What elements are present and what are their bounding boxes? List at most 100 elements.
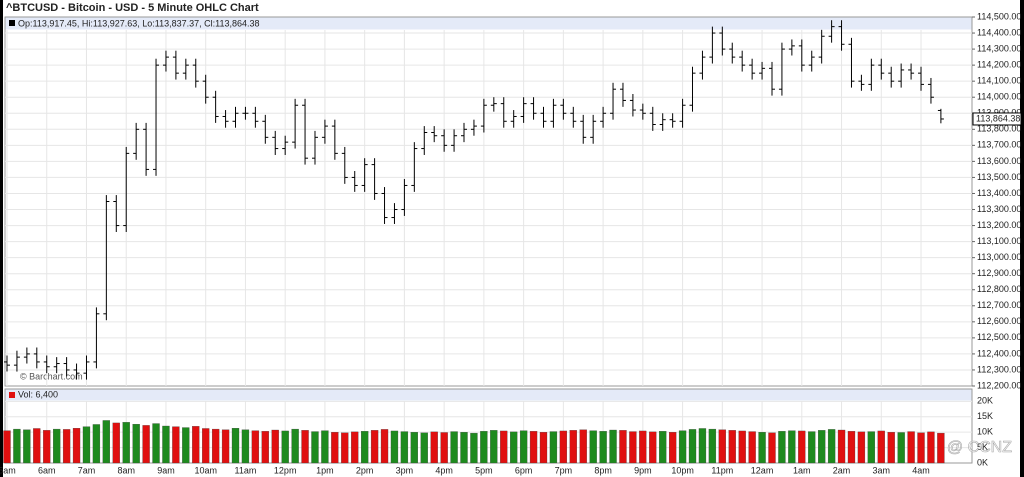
volume-bar <box>311 431 319 464</box>
volume-bar <box>847 431 856 464</box>
y2-tick-label: 20K <box>977 396 993 406</box>
x-tick-label: 8pm <box>594 465 612 475</box>
volume-bar <box>62 429 71 464</box>
volume-bar <box>331 432 339 464</box>
volume-bar <box>519 430 528 464</box>
volume-bar <box>321 430 329 464</box>
volume-bar <box>917 432 925 464</box>
watermark: © Barchart.com <box>20 371 83 381</box>
volume-bar <box>370 430 379 464</box>
y-tick-label: 112,300.00 <box>977 364 1021 374</box>
x-tick-label: 5am <box>0 465 16 475</box>
volume-bar <box>301 430 309 464</box>
volume-bar <box>808 431 816 464</box>
y2-tick-label: 0K <box>977 457 988 467</box>
volume-bar <box>271 429 279 464</box>
x-tick-label: 12pm <box>274 465 297 475</box>
x-tick-label: 7pm <box>555 465 573 475</box>
volume-bar <box>122 422 130 464</box>
volume-header-band <box>5 389 972 401</box>
volume-bar <box>937 432 945 464</box>
volume-bar <box>649 431 657 464</box>
x-tick-label: 8am <box>117 465 135 475</box>
ohlc-header: Op:113,917.45, Hi:113,927.63, Lo:113,837… <box>18 18 260 28</box>
volume-bar <box>728 430 736 464</box>
y-tick-label: 113,500.00 <box>977 172 1021 182</box>
x-tick-label: 4pm <box>435 465 453 475</box>
last-price-box <box>972 112 1022 126</box>
x-tick-label: 2pm <box>356 465 374 475</box>
x-tick-label: 4am <box>912 465 930 475</box>
y-tick-label: 113,200.00 <box>977 220 1021 230</box>
y-tick-label: 113,000.00 <box>977 252 1021 262</box>
volume-bar <box>837 429 846 464</box>
volume-bar <box>182 427 190 464</box>
volume-bar <box>897 432 905 464</box>
x-tick-label: 6am <box>38 465 56 475</box>
volume-bar <box>887 432 895 464</box>
volume-bar <box>877 430 885 464</box>
x-tick-label: 1pm <box>316 465 334 475</box>
volume-bar <box>211 428 220 464</box>
volume-bar <box>142 425 150 464</box>
volume-bar <box>539 432 548 464</box>
volume-bar <box>23 429 31 464</box>
volume-bar <box>202 428 210 464</box>
y-tick-label: 113,100.00 <box>977 236 1021 246</box>
volume-bar <box>629 431 637 464</box>
volume-bar <box>380 429 389 464</box>
y-tick-label: 114,100.00 <box>977 76 1021 86</box>
y2-tick-label: 5K <box>977 442 988 452</box>
volume-bar <box>748 431 756 464</box>
volume-bar <box>559 430 568 464</box>
y-tick-label: 113,300.00 <box>977 204 1021 214</box>
y-tick-label: 112,200.00 <box>977 380 1021 390</box>
y-tick-label: 114,300.00 <box>977 43 1021 53</box>
x-tick-label: 9pm <box>634 465 652 475</box>
overlay-text: @ CCNZ <box>947 439 1012 456</box>
y-tick-label: 114,200.00 <box>977 60 1021 70</box>
volume-bar <box>172 426 180 464</box>
volume-bar <box>221 429 230 464</box>
x-tick-label: 7am <box>78 465 96 475</box>
volume-bar <box>867 431 875 464</box>
volume-bar <box>72 428 81 464</box>
volume-bar <box>410 432 418 464</box>
y-tick-label: 114,400.00 <box>977 27 1021 37</box>
volume-bar <box>778 431 786 464</box>
volume-bar <box>738 430 746 464</box>
price-panel <box>4 16 973 387</box>
volume-bar <box>450 431 458 464</box>
x-tick-label: 9am <box>157 465 175 475</box>
volume-bar <box>152 423 160 464</box>
volume-bar <box>33 428 41 464</box>
x-tick-label: 11am <box>235 465 257 475</box>
last-price-label: 113,864.38 <box>976 113 1020 123</box>
y-tick-label: 112,400.00 <box>977 348 1021 358</box>
volume-bar <box>13 428 21 464</box>
volume-bar <box>82 426 91 464</box>
volume-bar <box>768 432 776 464</box>
volume-bar <box>390 430 399 464</box>
volume-bar <box>480 431 488 464</box>
x-tick-label: 3am <box>873 465 891 475</box>
volume-bar <box>529 431 538 464</box>
volume-bar <box>53 428 61 464</box>
volume-bar <box>3 430 11 464</box>
y2-tick-label: 10K <box>977 427 993 437</box>
volume-bar <box>192 426 200 464</box>
volume-bar <box>619 430 627 464</box>
volume-bar <box>291 428 299 464</box>
volume-bar <box>261 431 269 464</box>
volume-bar <box>688 429 697 464</box>
x-tick-label: 6pm <box>515 465 533 475</box>
x-tick-label: 11pm <box>711 465 733 475</box>
x-tick-label: 10am <box>194 465 217 475</box>
volume-bar <box>470 432 478 464</box>
volume-bar <box>927 431 935 464</box>
volume-bar <box>579 429 587 464</box>
volume-bar <box>500 430 508 464</box>
volume-bar <box>420 432 428 464</box>
y-tick-label: 112,900.00 <box>977 268 1021 278</box>
volume-bar <box>490 430 498 464</box>
